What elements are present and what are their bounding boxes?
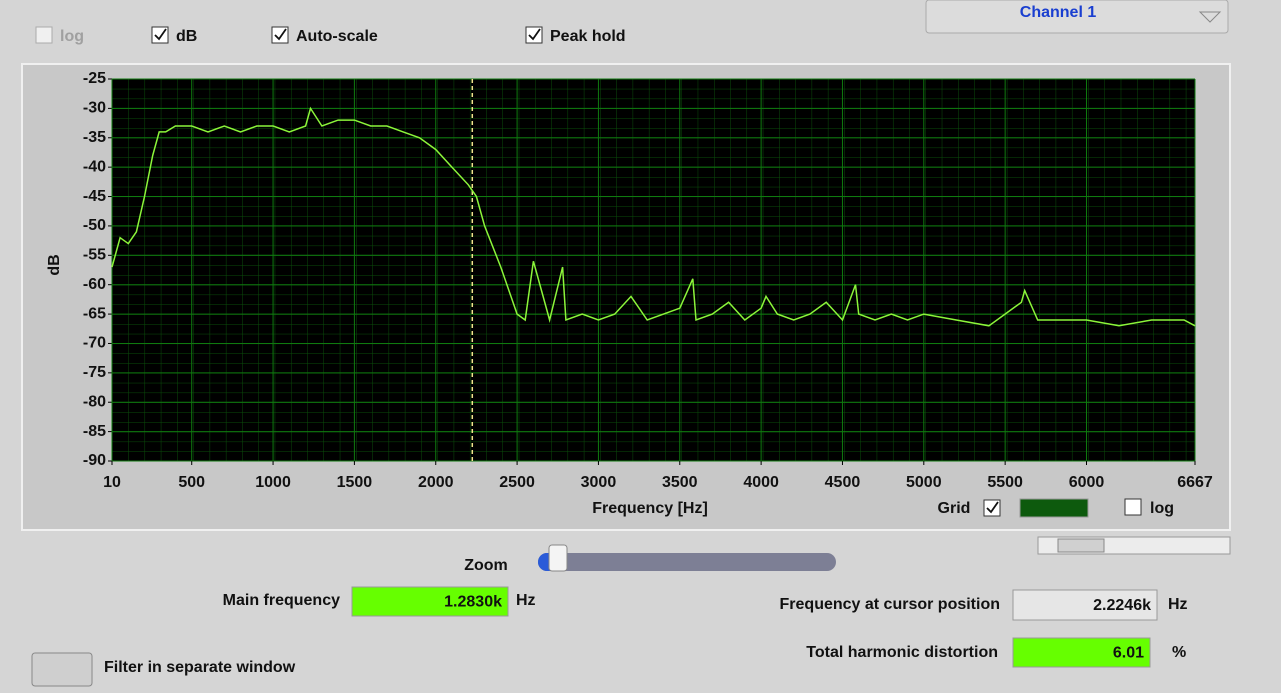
y-tick-label: -30 xyxy=(83,100,106,117)
filter-button[interactable] xyxy=(31,652,93,687)
x-tick-label: 1000 xyxy=(255,474,291,491)
checkmark xyxy=(528,28,541,41)
x-tick-label: 1500 xyxy=(337,474,373,491)
checkbox-label: Auto-scale xyxy=(296,28,378,45)
y-axis-label: dB xyxy=(46,254,63,275)
readout-label: Frequency at cursor position xyxy=(780,596,1000,613)
readout-box xyxy=(1012,589,1158,621)
y-tick-label: -75 xyxy=(83,364,106,381)
x-tick-label: 5500 xyxy=(987,474,1023,491)
filter-button-label: Filter in separate window xyxy=(104,659,296,676)
y-tick-label: -55 xyxy=(83,247,106,264)
y-tick-label: -25 xyxy=(83,70,106,87)
y-tick-label: -65 xyxy=(83,305,106,322)
y-tick-label: -40 xyxy=(83,158,106,175)
zoom-label: Zoom xyxy=(464,557,508,574)
readout-unit: Hz xyxy=(1168,596,1188,613)
checkbox-label: dB xyxy=(176,28,197,45)
x-tick-label: 3500 xyxy=(662,474,698,491)
readout-label: Main frequency xyxy=(223,592,340,609)
x-tick-label: 6667 xyxy=(1177,474,1213,491)
channel-dropdown[interactable] xyxy=(925,0,1229,34)
checkmark xyxy=(274,28,287,41)
readout-value: 6.01 xyxy=(1113,645,1144,662)
x-tick-label: 4000 xyxy=(743,474,779,491)
zoom-slider[interactable] xyxy=(538,553,836,571)
grid-color-swatch[interactable] xyxy=(1019,498,1089,518)
channel-label: Channel 1 xyxy=(1020,4,1097,21)
spectrum-line xyxy=(111,106,1196,327)
grid-toggle-label: Grid xyxy=(938,500,971,517)
readout-unit: % xyxy=(1172,644,1186,661)
checkmark xyxy=(986,501,999,514)
y-tick-label: -85 xyxy=(83,423,106,440)
readout-unit: Hz xyxy=(516,592,536,609)
checkbox[interactable] xyxy=(1124,498,1142,516)
checkbox[interactable] xyxy=(35,26,53,44)
scroll-thumb[interactable] xyxy=(1057,538,1105,553)
y-tick-label: -60 xyxy=(83,276,106,293)
y-tick-label: -50 xyxy=(83,217,106,234)
x-tick-label: 500 xyxy=(178,474,205,491)
log-toggle-label: log xyxy=(1150,500,1174,517)
readout-label: Total harmonic distortion xyxy=(806,644,998,661)
x-tick-label: 3000 xyxy=(581,474,617,491)
readout-box xyxy=(1012,637,1151,668)
x-tick-label: 2000 xyxy=(418,474,454,491)
x-tick-label: 10 xyxy=(103,474,121,491)
y-tick-label: -90 xyxy=(83,452,106,469)
y-tick-label: -70 xyxy=(83,335,106,352)
minor-grid xyxy=(112,79,1195,461)
checkbox-label: log xyxy=(60,28,84,45)
x-tick-label: 5000 xyxy=(906,474,942,491)
x-tick-label: 2500 xyxy=(499,474,535,491)
y-tick-label: -45 xyxy=(83,188,106,205)
y-tick-label: -80 xyxy=(83,393,106,410)
x-tick-label: 4500 xyxy=(825,474,861,491)
readout-box xyxy=(351,586,509,617)
readout-value: 1.2830k xyxy=(444,594,502,611)
x-tick-label: 6000 xyxy=(1069,474,1105,491)
dropdown-arrow xyxy=(1198,11,1222,23)
zoom-thumb[interactable] xyxy=(548,544,568,572)
readout-value: 2.2246k xyxy=(1093,597,1151,614)
x-axis-label: Frequency [Hz] xyxy=(592,500,708,517)
y-tick-label: -35 xyxy=(83,129,106,146)
checkmark xyxy=(154,28,167,41)
checkbox-label: Peak hold xyxy=(550,28,626,45)
